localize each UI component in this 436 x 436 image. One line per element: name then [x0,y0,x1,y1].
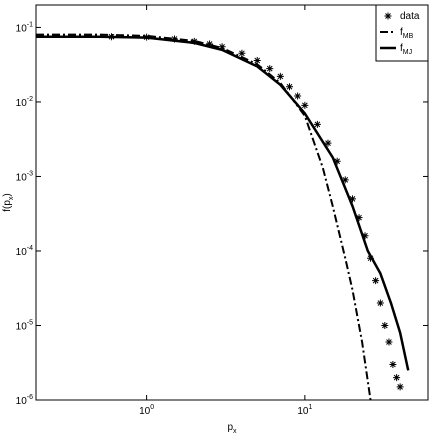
data-point [294,92,302,100]
data-point [355,214,363,222]
tick-label: 101 [297,404,312,417]
tick-base: 10 [16,98,28,109]
legend-name: f [400,43,403,54]
data-point [389,360,397,368]
tick-exponent: -2 [27,96,33,103]
data-point [372,277,380,285]
y-axis-label: f(px) [2,193,15,212]
tick-exponent: -6 [27,394,33,401]
x-axis-label: px [227,422,237,435]
x-label-main: p [227,422,233,433]
legend-sub: MJ [403,49,412,56]
tick-label: 100 [139,404,154,417]
data-point [348,195,356,203]
tick-exponent: 0 [150,404,154,411]
data-point [341,176,349,184]
y-label-main: f(p [2,200,13,212]
data-point [301,101,309,109]
series-line [36,33,372,400]
y-label-end: ) [2,193,13,196]
tick-label: 10-3 [16,170,33,183]
legend-label: fMJ [400,43,412,56]
tick-base: 10 [139,406,151,417]
x-label-sub: x [233,428,237,435]
data-point [190,37,198,45]
legend-label: fMB [400,27,414,40]
data-point [384,12,392,20]
tick-label: 10-4 [16,245,33,258]
tick-label: 10-5 [16,319,33,332]
data-point [324,139,332,147]
legend-sub: MB [403,33,414,40]
tick-label: 10-6 [16,394,33,407]
data-point [170,35,178,43]
data-point [393,374,401,382]
y-label-sub: x [8,196,15,200]
tick-label: 10-1 [16,21,33,34]
data-point [361,232,369,240]
tick-base: 10 [16,321,28,332]
legend-name: data [400,11,420,22]
tick-base: 10 [16,396,28,407]
data-point [381,321,389,329]
data-point [276,72,284,80]
tick-base: 10 [16,23,28,34]
data-point [253,56,261,64]
tick-label: 10-2 [16,96,33,109]
tick-exponent: -5 [27,319,33,326]
plot-frame [35,4,429,401]
plot-area [36,33,410,400]
tick-exponent: 1 [308,404,312,411]
data-point [385,338,393,346]
tick-base: 10 [16,172,28,183]
series-line [36,35,410,371]
data-point [333,157,341,165]
data-point [313,120,321,128]
tick-base: 10 [297,406,309,417]
data-point [376,299,384,307]
data-point [266,65,274,73]
tick-exponent: -3 [27,170,33,177]
tick-base: 10 [16,247,28,258]
legend-name: f [400,27,403,38]
tick-exponent: -4 [27,245,33,252]
data-point [396,383,404,391]
data-point [238,49,246,57]
legend-label: data [400,11,420,22]
tick-exponent: -1 [27,21,33,28]
data-point [286,83,294,91]
data-point [206,40,214,48]
data-point [218,43,226,51]
